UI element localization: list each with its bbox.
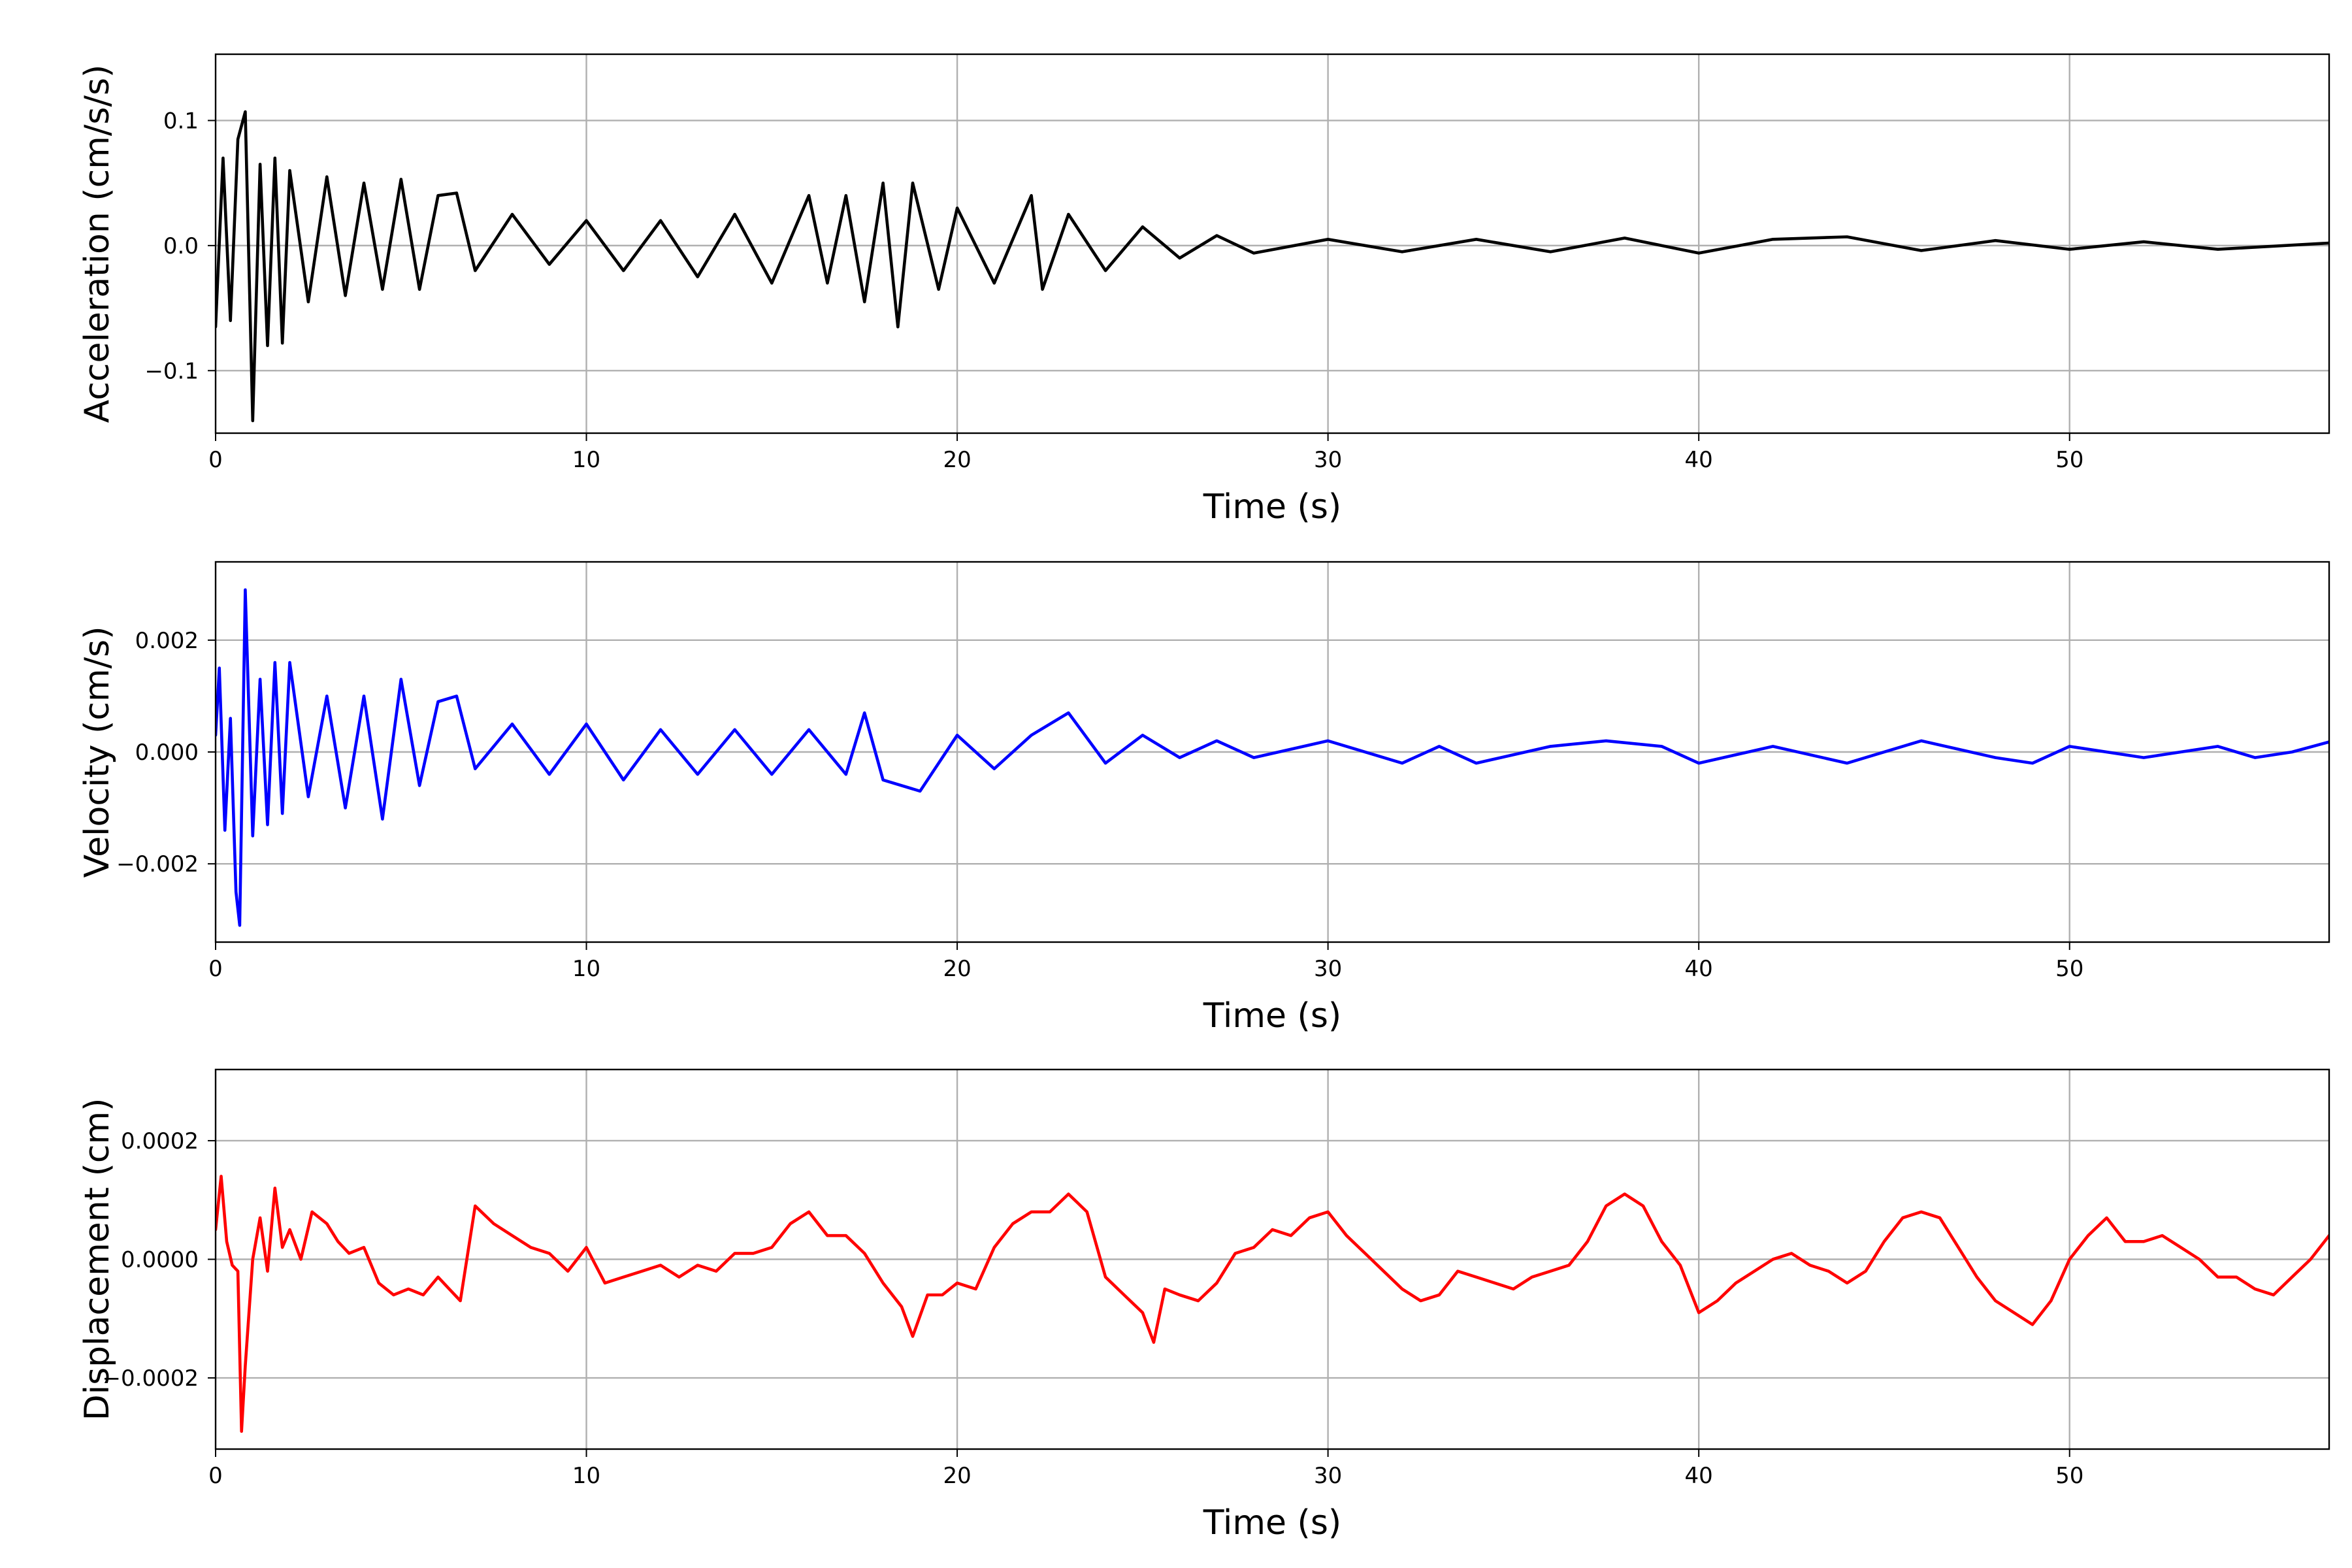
acceleration-ytick-label-1: 0.0 (163, 233, 199, 259)
velocity-series-line (216, 588, 2329, 927)
acceleration-series-line (216, 110, 2329, 423)
velocity-ytick-label-0: −0.002 (116, 851, 199, 877)
velocity-xtick-label-4: 40 (1685, 956, 1713, 982)
displacement-ytick-label-2: 0.0002 (121, 1128, 199, 1154)
displacement-xtick-label-2: 20 (943, 1463, 971, 1489)
acceleration-y-axis-label: Acceleration (cm/s/s) (78, 65, 117, 423)
acceleration-xtick-label-4: 40 (1685, 447, 1713, 473)
velocity-ytick-label-2: 0.002 (135, 628, 199, 654)
velocity-xtick-label-3: 30 (1314, 956, 1342, 982)
velocity-ytick-label-1: 0.000 (135, 740, 199, 766)
displacement-ytick-label-0: −0.0002 (103, 1365, 199, 1392)
displacement-y-axis-label: Displacement (cm) (78, 1098, 117, 1421)
displacement-xtick-label-0: 0 (208, 1463, 223, 1489)
displacement-x-axis-label: Time (s) (1203, 1503, 1341, 1543)
displacement-xtick-label-3: 30 (1314, 1463, 1342, 1489)
acceleration-xtick-label-2: 20 (943, 447, 971, 473)
acceleration-xtick-label-3: 30 (1314, 447, 1342, 473)
velocity-x-axis-label: Time (s) (1203, 996, 1341, 1036)
velocity-y-axis-label: Velocity (cm/s) (78, 627, 117, 878)
velocity-xtick-label-1: 10 (572, 956, 600, 982)
velocity-xtick-label-2: 20 (943, 956, 971, 982)
acceleration-xtick-label-5: 50 (2055, 447, 2083, 473)
displacement-series-line (216, 1175, 2329, 1433)
acceleration-axes-frame (214, 53, 2330, 434)
acceleration-ytick-label-0: −0.1 (144, 358, 199, 384)
displacement-panel: 0 10 20 30 40 50 −0.0002 0.0000 0.0002 Time (s) Di… (78, 1068, 2330, 1543)
velocity-xtick-label-5: 50 (2055, 956, 2083, 982)
displacement-xtick-label-4: 40 (1685, 1463, 1713, 1489)
acceleration-xtick-label-0: 0 (208, 447, 223, 473)
displacement-xtick-label-1: 10 (572, 1463, 600, 1489)
velocity-panel: 0 10 20 30 40 50 −0.002 0.000 0.002 Time (s) Veloc… (78, 561, 2330, 1036)
acceleration-panel: 0 10 20 30 40 50 −0.1 0.0 0.1 Time (s) Acceleratio… (78, 53, 2330, 527)
acceleration-ytick-label-2: 0.1 (163, 108, 199, 134)
displacement-xtick-label-5: 50 (2055, 1463, 2083, 1489)
acceleration-xtick-label-1: 10 (572, 447, 600, 473)
displacement-ytick-label-1: 0.0000 (121, 1247, 199, 1273)
velocity-xtick-label-0: 0 (208, 956, 223, 982)
acceleration-x-axis-label: Time (s) (1203, 487, 1341, 527)
